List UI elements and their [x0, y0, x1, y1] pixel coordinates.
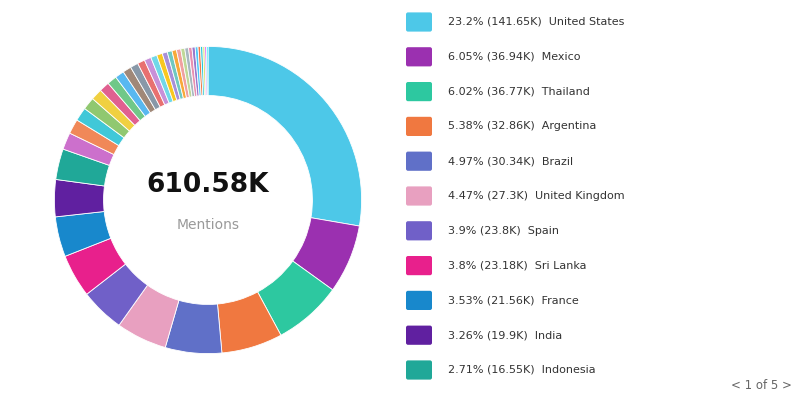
Wedge shape — [208, 46, 362, 226]
Text: < 1 of 5 >: < 1 of 5 > — [731, 379, 792, 392]
Wedge shape — [162, 52, 180, 100]
Wedge shape — [86, 264, 147, 325]
Wedge shape — [119, 285, 179, 348]
Wedge shape — [185, 48, 194, 97]
Wedge shape — [195, 47, 201, 96]
Wedge shape — [85, 99, 130, 138]
FancyBboxPatch shape — [406, 221, 432, 240]
Wedge shape — [65, 238, 126, 294]
FancyBboxPatch shape — [406, 117, 432, 136]
FancyBboxPatch shape — [406, 360, 432, 380]
Text: 4.97% (30.34K)  Brazil: 4.97% (30.34K) Brazil — [448, 156, 573, 166]
Wedge shape — [172, 50, 186, 98]
Wedge shape — [181, 48, 192, 97]
FancyBboxPatch shape — [406, 326, 432, 345]
Wedge shape — [167, 51, 183, 99]
Text: 6.05% (36.94K)  Mexico: 6.05% (36.94K) Mexico — [448, 52, 581, 62]
Text: 3.53% (21.56K)  France: 3.53% (21.56K) France — [448, 295, 578, 306]
Text: 2.71% (16.55K)  Indonesia: 2.71% (16.55K) Indonesia — [448, 365, 596, 375]
Wedge shape — [189, 47, 197, 96]
Text: 4.47% (27.3K)  United Kingdom: 4.47% (27.3K) United Kingdom — [448, 191, 625, 201]
Wedge shape — [77, 108, 124, 146]
Wedge shape — [145, 58, 169, 105]
Wedge shape — [166, 300, 222, 354]
Wedge shape — [123, 67, 155, 113]
Wedge shape — [116, 72, 150, 116]
Text: 610.58K: 610.58K — [146, 172, 270, 198]
FancyBboxPatch shape — [406, 152, 432, 171]
Text: 3.26% (19.9K)  India: 3.26% (19.9K) India — [448, 330, 562, 340]
FancyBboxPatch shape — [406, 47, 432, 66]
Text: Mentions: Mentions — [177, 218, 239, 232]
FancyBboxPatch shape — [406, 186, 432, 206]
Wedge shape — [218, 292, 281, 353]
Wedge shape — [201, 46, 205, 96]
Text: 6.02% (36.77K)  Thailand: 6.02% (36.77K) Thailand — [448, 87, 590, 97]
Wedge shape — [157, 53, 177, 102]
Wedge shape — [138, 60, 165, 107]
Wedge shape — [63, 133, 114, 165]
Text: 3.8% (23.18K)  Sri Lanka: 3.8% (23.18K) Sri Lanka — [448, 261, 586, 271]
Wedge shape — [151, 55, 173, 103]
Wedge shape — [192, 47, 199, 96]
Text: 5.38% (32.86K)  Argentina: 5.38% (32.86K) Argentina — [448, 122, 596, 132]
Wedge shape — [93, 90, 135, 131]
Wedge shape — [206, 46, 208, 96]
Wedge shape — [293, 218, 359, 290]
Wedge shape — [55, 212, 111, 256]
Wedge shape — [130, 64, 160, 110]
FancyBboxPatch shape — [406, 256, 432, 275]
Wedge shape — [205, 46, 207, 96]
Wedge shape — [198, 46, 203, 96]
Text: 23.2% (141.65K)  United States: 23.2% (141.65K) United States — [448, 17, 624, 27]
Wedge shape — [177, 49, 190, 98]
FancyBboxPatch shape — [406, 82, 432, 101]
Wedge shape — [101, 83, 140, 125]
Wedge shape — [203, 46, 206, 96]
FancyBboxPatch shape — [406, 12, 432, 32]
Wedge shape — [108, 77, 146, 121]
Text: 3.9% (23.8K)  Spain: 3.9% (23.8K) Spain — [448, 226, 559, 236]
Wedge shape — [56, 149, 110, 186]
Wedge shape — [54, 180, 105, 217]
FancyBboxPatch shape — [406, 291, 432, 310]
Wedge shape — [258, 261, 333, 335]
Wedge shape — [70, 120, 119, 154]
